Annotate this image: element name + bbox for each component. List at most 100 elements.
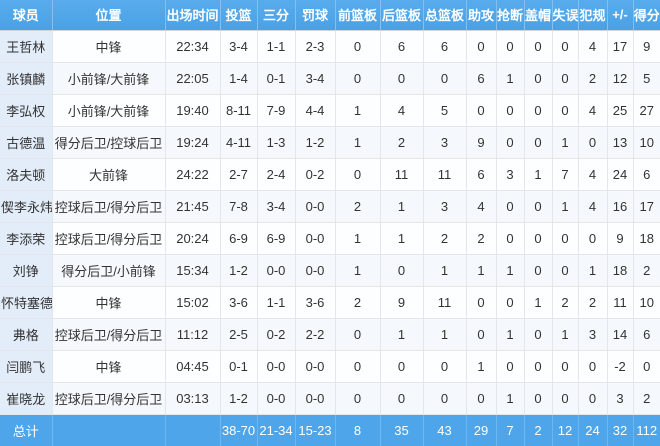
column-header-14: +/-	[607, 0, 634, 31]
stat-cell: 0	[334, 381, 381, 415]
player-name-cell: 刘铮	[0, 253, 53, 287]
stat-cell: 3	[422, 125, 467, 159]
table-row: 洛夫顿 大前锋 24:22 2-7 2-4 0-2 0 11 11 6 3 1 7 4 24 6	[0, 157, 660, 191]
stat-cell: 6	[379, 29, 424, 63]
stat-cell: 1	[422, 253, 467, 287]
stat-cell: 0	[379, 253, 424, 287]
stat-cell: 2	[632, 253, 660, 287]
totals-stat-cell	[165, 413, 221, 446]
stat-cell: 0	[551, 29, 579, 63]
stat-cell: 0	[495, 349, 525, 383]
stat-cell: 0	[523, 125, 553, 159]
totals-stat-cell: 24	[578, 413, 608, 446]
stat-cell: 0-0	[294, 221, 336, 255]
table-row: 崔晓龙 控球后卫/得分后卫 03:13 1-2 0-0 0-0 0 0 0 0 1 0 0 0 3 2	[0, 381, 660, 415]
totals-stat-cell: 2	[524, 413, 553, 446]
stat-cell: 0	[379, 61, 424, 95]
stat-cell: 17	[632, 189, 660, 223]
stat-cell: 4-4	[294, 93, 336, 127]
stat-cell: 4	[577, 29, 608, 63]
position-cell: 控球后卫/得分后卫	[51, 221, 166, 255]
totals-stat-cell: 112	[633, 413, 660, 446]
stat-cell: 0	[577, 221, 608, 255]
stat-cell: 2-4	[256, 157, 296, 191]
stat-cell: 11	[379, 157, 424, 191]
table-row: 张镇麟 小前锋/大前锋 22:05 1-4 0-1 3-4 0 0 0 6 1 0 0 2 12 5	[0, 61, 660, 95]
column-header-1: 位置	[52, 0, 166, 31]
stat-cell: 04:45	[164, 349, 221, 383]
stat-cell: 1	[523, 157, 553, 191]
table-row: 刘铮 得分后卫/小前锋 15:34 1-2 0-0 0-0 1 0 1 1 1 0 0 1 18 2	[0, 253, 660, 287]
stat-cell: 1	[334, 125, 381, 159]
stat-cell: 2-7	[219, 157, 258, 191]
header-row: 球员 位置 出场时间 投篮 三分 罚球 前篮板 后篮板 总篮板 助攻 抢断 盖帽 失误 犯规 +/- 得分	[0, 0, 660, 31]
column-header-5: 罚球	[295, 0, 336, 31]
stat-cell: 0	[422, 381, 467, 415]
stat-cell: 8-11	[219, 93, 258, 127]
stat-cell: 4	[379, 93, 424, 127]
stat-cell: 6	[632, 157, 660, 191]
column-header-8: 总篮板	[423, 0, 467, 31]
stat-cell: 0	[465, 381, 497, 415]
totals-stat-cell: 38-70	[220, 413, 258, 446]
table-row: 闫鹏飞 中锋 04:45 0-1 0-0 0-0 0 0 0 1 0 0 0 0 -2 0	[0, 349, 660, 383]
stat-cell: 24	[606, 157, 634, 191]
stat-cell: 22:05	[164, 61, 221, 95]
table-row: 李添荣 控球后卫/得分后卫 20:24 6-9 6-9 0-0 1 1 2 2 0 0 0 0 9 18	[0, 221, 660, 255]
stat-cell: 1	[379, 221, 424, 255]
totals-stat-cell: 8	[335, 413, 381, 446]
stat-cell: 0	[551, 61, 579, 95]
stat-cell: 0	[551, 253, 579, 287]
position-cell: 控球后卫/得分后卫	[51, 381, 166, 415]
position-cell: 小前锋/大前锋	[51, 93, 166, 127]
stat-cell: 7-8	[219, 189, 258, 223]
position-cell: 中锋	[51, 285, 166, 319]
table-row: 弗格 控球后卫/得分后卫 11:12 2-5 0-2 2-2 0 1 1 0 1 0 1 3 14 6	[0, 317, 660, 351]
stat-cell: 0	[379, 349, 424, 383]
stat-cell: 2	[632, 381, 660, 415]
stat-cell: 3-4	[256, 189, 296, 223]
stat-cell: 3	[606, 381, 634, 415]
column-header-4: 三分	[257, 0, 296, 31]
stat-cell: 7-9	[256, 93, 296, 127]
stat-cell: 1-1	[256, 29, 296, 63]
stat-cell: 1-2	[219, 381, 258, 415]
stat-cell: 9	[632, 29, 660, 63]
stat-cell: 0	[495, 93, 525, 127]
stat-cell: 0	[523, 29, 553, 63]
stat-cell: 4	[577, 93, 608, 127]
stat-cell: 18	[606, 253, 634, 287]
stat-cell: 1-1	[256, 285, 296, 319]
stat-cell: 1	[495, 253, 525, 287]
stat-cell: 0-2	[294, 157, 336, 191]
stat-cell: 0	[632, 349, 660, 383]
column-header-11: 盖帽	[524, 0, 553, 31]
stat-cell: 2-2	[294, 317, 336, 351]
stat-cell: 0	[465, 29, 497, 63]
stat-cell: 0	[465, 93, 497, 127]
stat-cell: 4	[577, 189, 608, 223]
stat-cell: 0	[334, 157, 381, 191]
stat-cell: 9	[465, 125, 497, 159]
stat-cell: 0	[523, 93, 553, 127]
stat-cell: 3-6	[294, 285, 336, 319]
stat-cell: 16	[606, 189, 634, 223]
stat-cell: 0	[523, 61, 553, 95]
stat-cell: 0	[495, 29, 525, 63]
stat-cell: 19:24	[164, 125, 221, 159]
stat-cell: 0	[523, 189, 553, 223]
totals-stat-cell: 12	[552, 413, 579, 446]
stat-cell: 2	[422, 221, 467, 255]
stat-cell: 3	[577, 317, 608, 351]
stat-cell: 1	[523, 285, 553, 319]
table-row: 古德温 得分后卫/控球后卫 19:24 4-11 1-3 1-2 1 2 3 9 0 0 1 0 13 10	[0, 125, 660, 159]
stat-cell: 0	[551, 349, 579, 383]
position-cell: 小前锋/大前锋	[51, 61, 166, 95]
stat-cell: 9	[606, 221, 634, 255]
stat-cell: 27	[632, 93, 660, 127]
column-header-12: 失误	[552, 0, 579, 31]
position-cell: 大前锋	[51, 157, 166, 191]
stat-cell: 2	[577, 61, 608, 95]
table-body: 王哲林 中锋 22:34 3-4 1-1 2-3 0 6 6 0 0 0 0 4 17 9 张镇麟 小前锋/大前锋…	[0, 29, 660, 415]
player-name-cell: 张镇麟	[0, 61, 53, 95]
